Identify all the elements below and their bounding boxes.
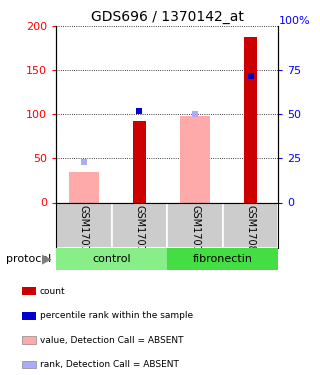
Text: value, Detection Call = ABSENT: value, Detection Call = ABSENT — [40, 336, 183, 345]
Bar — [167, 202, 223, 248]
Bar — [22, 360, 36, 368]
Text: rank, Detection Call = ABSENT: rank, Detection Call = ABSENT — [40, 360, 179, 369]
Text: GSM17079: GSM17079 — [190, 205, 200, 258]
Bar — [180, 116, 210, 202]
Text: GSM17078: GSM17078 — [134, 205, 144, 258]
Bar — [133, 120, 146, 202]
Title: GDS696 / 1370142_at: GDS696 / 1370142_at — [91, 10, 244, 24]
Text: protocol: protocol — [6, 254, 52, 264]
Bar — [56, 248, 167, 270]
Bar — [22, 287, 36, 295]
Text: control: control — [92, 254, 131, 264]
Bar — [56, 202, 112, 248]
Text: count: count — [40, 287, 65, 296]
Bar — [22, 336, 36, 344]
Bar — [223, 202, 278, 248]
Text: ▶: ▶ — [42, 252, 51, 265]
Bar — [22, 312, 36, 320]
Text: GSM17077: GSM17077 — [79, 205, 89, 258]
Text: 100%: 100% — [278, 16, 310, 26]
Text: GSM17080: GSM17080 — [246, 205, 256, 258]
Text: fibronectin: fibronectin — [193, 254, 253, 264]
Bar — [167, 248, 278, 270]
Bar — [112, 202, 167, 248]
Bar — [68, 172, 99, 202]
Text: percentile rank within the sample: percentile rank within the sample — [40, 311, 193, 320]
Bar — [244, 37, 257, 203]
